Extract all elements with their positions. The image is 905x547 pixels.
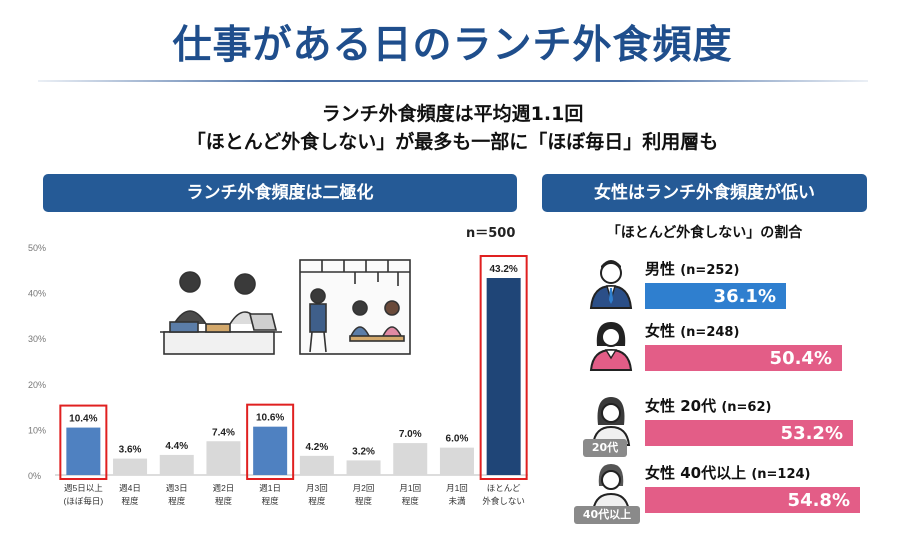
group-sample-size: (n=248)	[680, 325, 740, 340]
group-name: 女性 20代	[645, 397, 722, 415]
x-tick-label: 週1日	[259, 483, 281, 493]
data-label: 7.4%	[212, 427, 235, 438]
title-divider	[38, 80, 868, 82]
ratio-value: 50.4%	[769, 348, 832, 369]
x-tick-label: 月1回	[399, 483, 421, 493]
lunch-illustration	[160, 259, 411, 355]
bar	[159, 454, 194, 475]
x-tick-label: 月3回	[306, 483, 328, 493]
data-label: 7.0%	[399, 429, 422, 440]
group-label: 男性 (n=252)	[645, 258, 739, 279]
right-panel-subtitle: 「ほとんど外食しない」の割合	[606, 225, 803, 241]
data-label: 3.6%	[119, 445, 142, 456]
group-label: 女性 40代以上 (n=124)	[645, 462, 811, 483]
group-label: 女性 (n=248)	[645, 320, 739, 341]
highlight-box	[246, 403, 295, 480]
group-sample-size: (n=124)	[751, 467, 811, 482]
x-tick-label: 週5日以上	[64, 483, 103, 493]
frequency-bar-chart: 0% 10% 20% 30% 40% 50% 10.4% 週5日以上 (ほぼ毎日) 3.6% 週4日…	[28, 243, 528, 506]
ratio-value: 54.8%	[787, 490, 850, 511]
group-sample-size: (n=62)	[721, 400, 772, 415]
data-label: 3.2%	[352, 446, 375, 457]
x-tick-label: 程度	[402, 496, 420, 506]
y-tick-label: 20%	[28, 380, 46, 390]
bar	[439, 447, 474, 475]
group-label: 女性 20代 (n=62)	[645, 395, 771, 416]
x-tick-label: 程度	[122, 496, 140, 506]
x-tick-label: 月1回	[446, 483, 468, 493]
data-label: 43.2%	[489, 264, 517, 275]
bar	[486, 278, 521, 475]
x-tick-label: ほとんど	[487, 483, 521, 493]
bar	[346, 460, 381, 475]
group-name: 女性	[645, 322, 681, 340]
y-tick-label: 50%	[28, 243, 46, 253]
age-tag: 20代	[583, 439, 627, 457]
highlight-box	[59, 404, 108, 481]
data-label: 6.0%	[446, 434, 469, 445]
x-tick-label: 程度	[168, 496, 186, 506]
y-tick-label: 0%	[28, 471, 41, 481]
data-label: 4.4%	[165, 441, 188, 452]
x-tick-label: 週4日	[119, 483, 141, 493]
bar	[393, 443, 428, 475]
ratio-value: 36.1%	[713, 286, 776, 307]
ratio-bar: 36.1%	[645, 283, 786, 309]
x-tick-label: 程度	[355, 496, 373, 506]
data-label: 10.4%	[69, 414, 97, 425]
data-label: 4.2%	[305, 442, 328, 453]
page-title: 仕事がある日のランチ外食頻度	[172, 23, 733, 68]
female-icon	[583, 316, 639, 372]
group-name: 男性	[645, 260, 681, 278]
ratio-bar: 50.4%	[645, 345, 842, 371]
bar	[66, 427, 101, 475]
bar	[113, 458, 148, 475]
sample-size-label: n＝500	[466, 226, 516, 241]
ratio-value: 53.2%	[780, 423, 843, 444]
x-tick-label: 程度	[308, 496, 326, 506]
male-icon	[583, 254, 639, 310]
x-tick-label: 週2日	[213, 483, 235, 493]
y-tick-label: 30%	[28, 334, 46, 344]
x-tick-label: 外食しない	[482, 496, 525, 506]
age-tag: 40代以上	[574, 506, 640, 524]
x-tick-label: (ほぼ毎日)	[64, 496, 104, 506]
y-tick-label: 40%	[28, 289, 46, 299]
x-tick-label: 月2回	[353, 483, 375, 493]
ratio-bar: 54.8%	[645, 487, 860, 513]
subtitle-line2: 「ほとんど外食しない」が最多も一部に「ほぼ毎日」利用層も	[186, 131, 719, 153]
y-tick-label: 10%	[28, 425, 46, 435]
group-sample-size: (n=252)	[680, 263, 740, 278]
data-label: 10.6%	[256, 413, 284, 424]
bar	[299, 455, 334, 475]
x-tick-label: 程度	[215, 496, 233, 506]
ratio-bar: 53.2%	[645, 420, 853, 446]
right-panel-header: 女性はランチ外食頻度が低い	[542, 174, 867, 212]
bar	[206, 441, 241, 475]
subtitle-line1: ランチ外食頻度は平均週1.1回	[321, 103, 584, 125]
bar	[253, 426, 288, 475]
x-tick-label: 未満	[448, 496, 466, 506]
highlight-box	[479, 255, 528, 481]
left-panel-header: ランチ外食頻度は二極化	[43, 174, 517, 212]
x-tick-label: 程度	[262, 496, 280, 506]
group-name: 女性 40代以上	[645, 464, 752, 482]
x-tick-label: 週3日	[166, 483, 188, 493]
